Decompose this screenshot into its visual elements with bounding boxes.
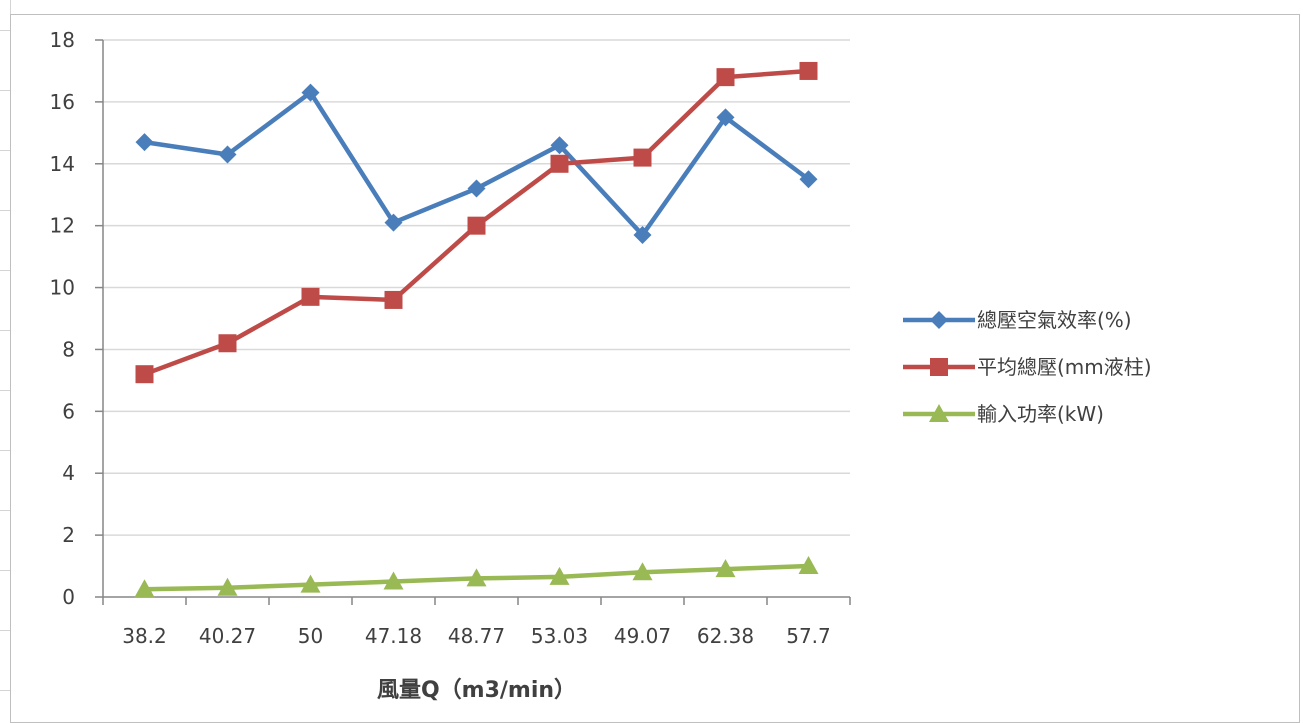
data-point: [633, 148, 652, 167]
data-point: [384, 290, 403, 309]
data-point: [467, 216, 486, 235]
y-tick-label: 4: [62, 461, 75, 485]
legend-label: 平均總壓(mm液柱): [977, 355, 1152, 379]
legend-item: 輸入功率(kW): [903, 402, 1104, 426]
x-tick-label: 48.77: [448, 624, 505, 648]
data-point: [466, 568, 487, 587]
row-divider: [0, 390, 10, 391]
series-3: [134, 556, 819, 598]
data-point: [301, 287, 320, 306]
y-tick-label: 6: [62, 399, 75, 423]
data-point: [383, 571, 404, 590]
y-tick-label: 10: [50, 276, 75, 300]
data-point: [715, 559, 736, 578]
row-divider: [0, 630, 10, 631]
data-point: [633, 225, 652, 244]
data-point: [798, 556, 819, 575]
x-tick-labels: 38.2 40.27 50 47.18 48.77 53.03 49.07 62.38 57.7: [102, 597, 851, 648]
y-tick-labels: 0 2 4 6 8 10 12 14 16 18: [50, 28, 103, 609]
data-point: [716, 68, 735, 87]
legend-marker: [929, 404, 949, 422]
x-tick-label: 49.07: [614, 624, 671, 648]
legend-label: 輸入功率(kW): [977, 402, 1104, 426]
data-point: [135, 365, 154, 384]
series: [134, 61, 819, 598]
y-tick-label: 14: [50, 152, 75, 176]
row-divider: [0, 510, 10, 511]
row-divider: [0, 30, 10, 31]
data-point: [799, 61, 818, 80]
legend: 總壓空氣效率(%) 平均總壓(mm液柱) 輸入功率(kW): [903, 308, 1152, 426]
y-tick-label: 2: [62, 523, 75, 547]
y-tick-label: 18: [50, 28, 75, 52]
legend-marker: [930, 311, 948, 329]
x-axis-title: 風量Q（m3/min）: [377, 678, 576, 703]
axes: [102, 40, 850, 598]
gridlines: [103, 39, 850, 536]
legend-item: 總壓空氣效率(%): [903, 308, 1132, 332]
x-tick-label: 50: [298, 624, 323, 648]
data-point: [716, 108, 735, 127]
row-divider: [0, 570, 10, 571]
row-divider: [0, 270, 10, 271]
x-tick-label: 47.18: [365, 624, 422, 648]
series-1: [135, 83, 818, 244]
row-divider: [0, 330, 10, 331]
row-divider: [0, 150, 10, 151]
legend-label: 總壓空氣效率(%): [977, 308, 1132, 332]
data-point: [799, 170, 818, 189]
data-point: [134, 579, 155, 598]
x-tick-label: 62.38: [697, 624, 754, 648]
y-tick-label: 0: [62, 585, 75, 609]
data-point: [135, 133, 154, 152]
y-tick-label: 16: [50, 90, 75, 114]
data-point: [549, 566, 570, 585]
data-point: [300, 574, 321, 593]
row-divider: [0, 690, 10, 691]
y-tick-label: 8: [62, 337, 75, 361]
x-tick-label: 53.03: [531, 624, 588, 648]
x-tick-label: 57.7: [786, 624, 831, 648]
data-point: [218, 145, 237, 164]
chart-area[interactable]: [10, 14, 1300, 723]
y-tick-label: 12: [50, 214, 75, 238]
x-tick-label: 40.27: [199, 624, 256, 648]
data-point: [301, 83, 320, 102]
data-point: [217, 577, 238, 596]
row-divider: [0, 90, 10, 91]
data-point: [550, 136, 569, 155]
series-2: [135, 61, 818, 384]
x-tick-label: 38.2: [122, 624, 167, 648]
legend-marker: [930, 358, 948, 376]
data-point: [218, 334, 237, 353]
row-divider: [0, 450, 10, 451]
data-point: [550, 154, 569, 173]
legend-item: 平均總壓(mm液柱): [903, 355, 1152, 379]
data-point: [384, 213, 403, 232]
data-point: [467, 179, 486, 198]
data-point: [632, 562, 653, 581]
row-divider: [0, 210, 10, 211]
